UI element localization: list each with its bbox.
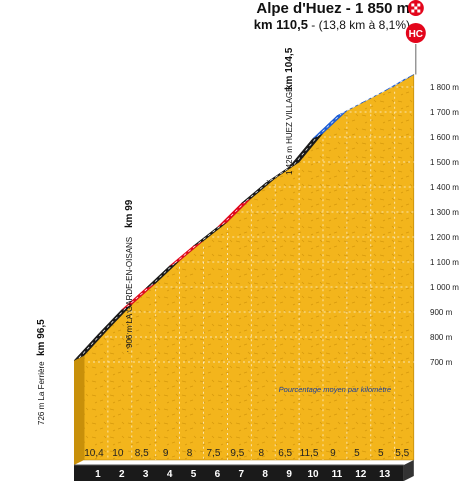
waypoint-name: 726 m La Ferrière — [37, 361, 46, 425]
km-strip-end — [403, 460, 414, 481]
profile-side-face — [74, 355, 84, 465]
waypoint-km: km 96,5 — [36, 319, 47, 356]
gradient-label: 8 — [187, 448, 193, 459]
x-tick-label: 1 — [95, 469, 101, 480]
gradient-label: 9 — [330, 448, 336, 459]
finish-flag-square — [411, 9, 415, 13]
gradient-label: 10 — [112, 448, 124, 459]
y-tick-label: 700 m — [430, 358, 453, 367]
gradient-label: 9 — [163, 448, 169, 459]
x-tick-label: 8 — [262, 469, 268, 480]
x-tick-label: 4 — [167, 469, 173, 480]
y-tick-label: 1 100 m — [430, 258, 459, 267]
finish-name: Alpe d'Huez — [256, 0, 342, 17]
gradient-label: 5 — [378, 448, 384, 459]
gradient-label: 11,5 — [300, 448, 319, 459]
finish-flag-square — [417, 3, 421, 7]
y-tick-label: 1 800 m — [430, 83, 459, 92]
y-tick-label: 1 200 m — [430, 233, 459, 242]
gradient-label: 8,5 — [135, 448, 149, 459]
x-tick-label: 10 — [307, 469, 319, 480]
y-tick-label: 1 000 m — [430, 283, 459, 292]
y-tick-label: 1 300 m — [430, 208, 459, 217]
waypoint-km: km 99 — [124, 199, 135, 228]
waypoint-name: 906 m LA GARDE-EN-OISANS — [125, 237, 134, 348]
waypoint-km: km 104,5 — [284, 47, 295, 90]
y-tick-label: 800 m — [430, 333, 453, 342]
finish-flag-square — [414, 6, 418, 10]
x-tick-label: 3 — [143, 469, 149, 480]
road-centerline — [341, 100, 366, 114]
road-centerline — [293, 135, 319, 165]
waypoint-name: 1 426 m HUEZ VILLAGE — [285, 87, 294, 175]
x-tick-label: 6 — [215, 469, 221, 480]
x-tick-label: 11 — [332, 469, 343, 480]
road-centerline — [198, 224, 223, 244]
finish-subtitle: km 110,5 - (13,8 km à 8,1%) — [253, 17, 410, 32]
x-tick-label: 13 — [379, 469, 391, 480]
finish-flag-square — [411, 3, 415, 7]
gradient-label: 7,5 — [206, 448, 220, 459]
road-centerline — [174, 242, 199, 264]
y-tick-label: 1 600 m — [430, 133, 459, 142]
road-centerline — [126, 285, 151, 308]
finish-title: Alpe d'Huez - 1 850 m — [256, 0, 410, 17]
x-tick-label: 2 — [119, 469, 125, 480]
road-centerline — [270, 164, 295, 182]
km-strip — [74, 465, 404, 481]
hc-badge-label: HC — [409, 29, 423, 40]
hc-badge — [405, 23, 426, 43]
finish-altitude: 1 850 m — [354, 0, 410, 17]
y-tick-label: 900 m — [430, 308, 453, 317]
y-tick-label: 1 700 m — [430, 108, 459, 117]
road-centerline — [389, 76, 409, 89]
gradient-label: 6,5 — [278, 448, 292, 459]
x-tick-label: 9 — [286, 469, 292, 480]
finish-flag-square — [417, 9, 421, 13]
climb-info: (13,8 km à 8,1%) — [318, 18, 410, 32]
y-tick-label: 1 400 m — [430, 183, 459, 192]
road-centerline — [246, 180, 271, 202]
gradient-label: 9,5 — [230, 448, 244, 459]
gradient-label: 5 — [354, 448, 360, 459]
road-centerline — [365, 87, 390, 102]
gradient-label: 5,5 — [395, 448, 409, 459]
x-tick-label: 12 — [355, 469, 367, 480]
gradient-label: 8 — [258, 448, 264, 459]
x-tick-label: 5 — [191, 469, 197, 480]
y-tick-label: 1 500 m — [430, 158, 459, 167]
x-tick-label: 7 — [239, 469, 245, 480]
gradient-label: 10,4 — [84, 448, 104, 459]
gradient-legend-note: Pourcentage moyen par kilomètre — [279, 385, 392, 394]
finish-km: km 110,5 — [253, 17, 308, 32]
